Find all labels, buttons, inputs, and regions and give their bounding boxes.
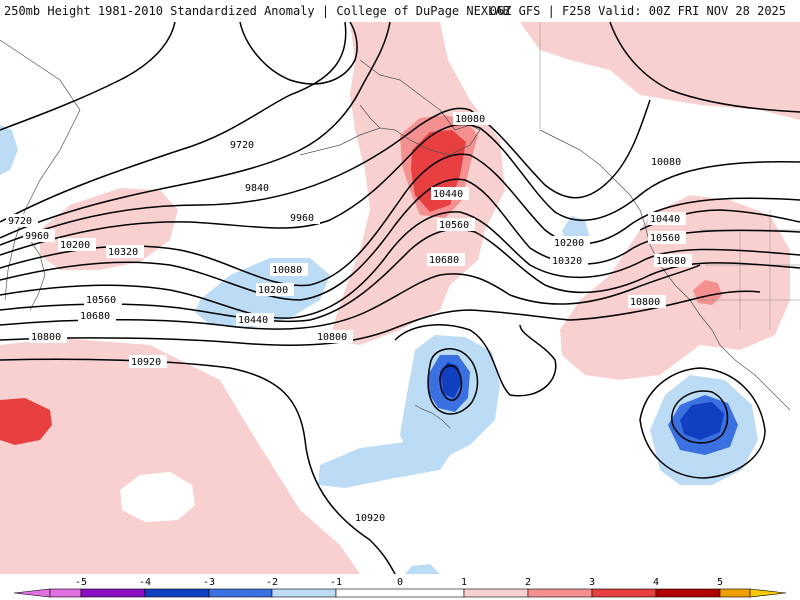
- contour-10680: [0, 264, 701, 330]
- colorbar-swatches: [13, 588, 787, 598]
- colorbar-swatch-pos5: [719, 588, 751, 598]
- colorbar-tick-label: -3: [203, 577, 215, 588]
- colorbar-swatch-neg4: [80, 588, 146, 598]
- colorbar-tick-label: -1: [330, 577, 342, 588]
- contour-10320: [0, 178, 800, 301]
- contour-10920: [0, 358, 396, 574]
- alaska-coast: [359, 59, 481, 156]
- asia-coast: [0, 39, 81, 301]
- map-header: 250mb Height 1981-2010 Standardized Anom…: [0, 0, 800, 22]
- contour-label-10920: 10920: [355, 513, 385, 524]
- colorbar-tick-label: -5: [75, 577, 87, 588]
- negative-anomaly-hawaii-tail: [318, 440, 450, 488]
- contour-10800: [0, 290, 761, 346]
- contour-label-10800: 10800: [630, 297, 660, 308]
- canada-coast: [539, 129, 646, 226]
- contour-label-10320: 10320: [552, 256, 582, 267]
- contour-label-10440: 10440: [650, 214, 680, 225]
- positive-anomaly-west-us-core: [693, 280, 722, 305]
- contour-label-10080: 10080: [455, 114, 485, 125]
- contour-label-10680: 10680: [656, 256, 686, 267]
- colorbar-tick-label: 2: [525, 577, 531, 588]
- colorbar-tick-labels: -5 -4 -3 -2 -1 0 1 2 3 4 5: [75, 577, 723, 588]
- contour-label-10440: 10440: [238, 315, 268, 326]
- negative-anomaly-low-west-core: [440, 362, 461, 398]
- contour-10080: [0, 123, 800, 256]
- colorbar-tick-label: 0: [397, 577, 403, 588]
- colorbar-tick-label: 3: [589, 577, 595, 588]
- negative-anomaly-asia: [0, 125, 18, 175]
- contour-low-east-outer: [639, 367, 766, 479]
- colorbar-swatch-pos1: [463, 588, 529, 598]
- negative-anomaly-bottom: [405, 564, 440, 574]
- hawaii-islands: [414, 404, 451, 429]
- colorbar-tick-label: -2: [266, 577, 278, 588]
- contour-label-10800: 10800: [317, 332, 347, 343]
- contour-label-9720: 9720: [230, 140, 254, 151]
- colorbar-swatch-pos3: [591, 588, 657, 598]
- aleutian-islands: [299, 127, 381, 156]
- positive-anomaly-west-us: [560, 195, 790, 380]
- colorbar-tick-label: 4: [653, 577, 659, 588]
- contour-label-10920: 10920: [131, 357, 161, 368]
- contour-10440: [0, 211, 800, 319]
- contour-low-east-inner: [671, 390, 729, 444]
- japan-islands: [29, 239, 46, 311]
- positive-anomaly-subtropical: [0, 338, 360, 574]
- negative-anomaly-low-east-core: [680, 402, 724, 440]
- contour-10560: [0, 228, 800, 323]
- contour-9960: [0, 99, 651, 246]
- colorbar-swatch-pos5-tip: [749, 588, 787, 598]
- contour-far-west: [0, 22, 176, 131]
- colorbar-swatch-neg5-block: [49, 588, 82, 598]
- neutral-hole: [120, 472, 195, 522]
- contour-label-10080: 10080: [272, 265, 302, 276]
- contour-low-west-closed: [427, 348, 479, 415]
- contour-label-10440: 10440: [433, 189, 463, 200]
- contour-label-10800: 10800: [31, 332, 61, 343]
- contour-label-9720: 9720: [8, 216, 32, 227]
- anomaly-colorbar: -5 -4 -3 -2 -1 0 1 2 3 4 5: [0, 574, 800, 600]
- colorbar-swatch-neg2: [208, 588, 273, 598]
- colorbar-swatch-pos2: [527, 588, 593, 598]
- contour-label-10560: 10560: [650, 233, 680, 244]
- contour-polar: [239, 22, 358, 85]
- colorbar-tick-label: 5: [717, 577, 723, 588]
- map-title: 250mb Height 1981-2010 Standardized Anom…: [4, 4, 510, 18]
- contour-low-west-inner: [439, 364, 463, 401]
- contour-label-10200: 10200: [554, 238, 584, 249]
- contour-label-10320: 10320: [108, 247, 138, 258]
- contour-label-10200: 10200: [60, 240, 90, 251]
- contour-label-10200: 10200: [258, 285, 288, 296]
- contour-label-10080: 10080: [651, 157, 681, 168]
- colorbar-tick-label: 1: [461, 577, 467, 588]
- positive-anomaly-top: [520, 22, 800, 120]
- contour-10920-low-west: [394, 324, 557, 397]
- height-contours: [0, 22, 800, 574]
- contour-label-9960: 9960: [25, 231, 49, 242]
- contour-9720: [0, 22, 347, 223]
- anomaly-map: 9720 9720 9840 9960 9960 10080 10080 100…: [0, 22, 800, 574]
- contour-label-10560: 10560: [439, 220, 469, 231]
- contour-northeast: [609, 22, 800, 113]
- contour-label-9840: 9840: [245, 183, 269, 194]
- contour-label-10680: 10680: [80, 311, 110, 322]
- colorbar-swatch-zero: [335, 588, 465, 598]
- colorbar-swatch-neg3: [144, 588, 210, 598]
- contour-9840: [0, 22, 391, 239]
- colorbar-swatch-pos4: [655, 588, 721, 598]
- colorbar-tick-label: -4: [139, 577, 151, 588]
- contour-labels: 9720 9720 9840 9960 9960 10080 10080 100…: [6, 112, 692, 524]
- contour-label-10680: 10680: [429, 255, 459, 266]
- contour-label-10560: 10560: [86, 295, 116, 306]
- colorbar-swatch-neg1: [271, 588, 337, 598]
- model-run-info: 06Z GFS | F258 Valid: 00Z FRI NOV 28 202…: [489, 4, 786, 18]
- contour-label-9960: 9960: [290, 213, 314, 224]
- contour-10200: [0, 153, 800, 287]
- positive-anomaly-west-core: [0, 398, 52, 445]
